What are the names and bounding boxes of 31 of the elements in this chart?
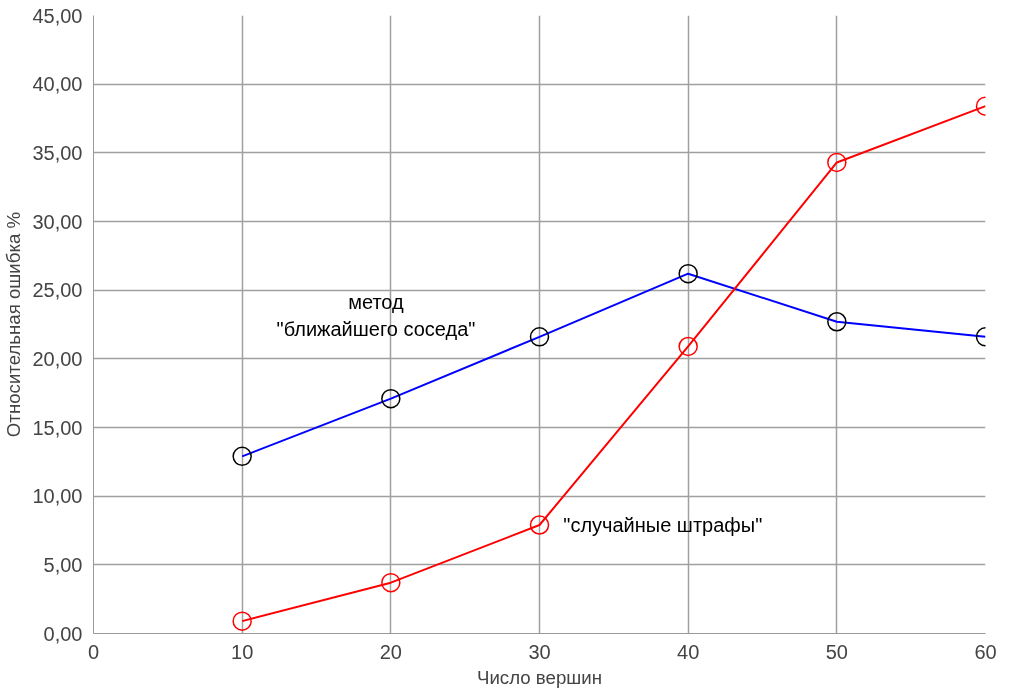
y-tick-label: 5,00 — [43, 553, 83, 576]
point — [529, 515, 550, 535]
point — [381, 388, 401, 409]
point — [232, 611, 252, 631]
y-axis-title: Относительная ошибка % — [3, 211, 25, 438]
y-tick-label: 35,00 — [32, 141, 83, 164]
point — [678, 336, 698, 357]
series-label: метод "ближайшего соседа" — [276, 291, 476, 340]
x-tick-label: 10 — [231, 640, 254, 663]
y-tick-label: 25,00 — [32, 279, 83, 302]
x-tick-label: 60 — [974, 640, 997, 663]
point — [381, 572, 401, 593]
y-tick-label: 40,00 — [32, 73, 83, 96]
point — [678, 263, 698, 284]
x-axis-title: Число вершин — [477, 666, 602, 688]
y-tick-label: 0,00 — [43, 622, 83, 645]
point — [529, 327, 550, 347]
point — [827, 312, 847, 332]
x-tick-label: 0 — [87, 640, 100, 663]
y-tick-label: 20,00 — [32, 347, 83, 370]
y-tick-label: 15,00 — [32, 416, 83, 439]
point — [232, 446, 252, 467]
point — [827, 152, 847, 173]
y-tick-label: 10,00 — [32, 485, 83, 508]
x-tick-label: 40 — [677, 640, 700, 663]
x-tick-label: 20 — [379, 640, 402, 663]
x-tick-label: 30 — [528, 640, 551, 663]
y-tick-label: 45,00 — [32, 4, 83, 27]
series-label: "случайные штрафы" — [563, 514, 763, 537]
y-tick-label: 30,00 — [32, 210, 83, 233]
x-tick-label: 50 — [825, 640, 848, 663]
